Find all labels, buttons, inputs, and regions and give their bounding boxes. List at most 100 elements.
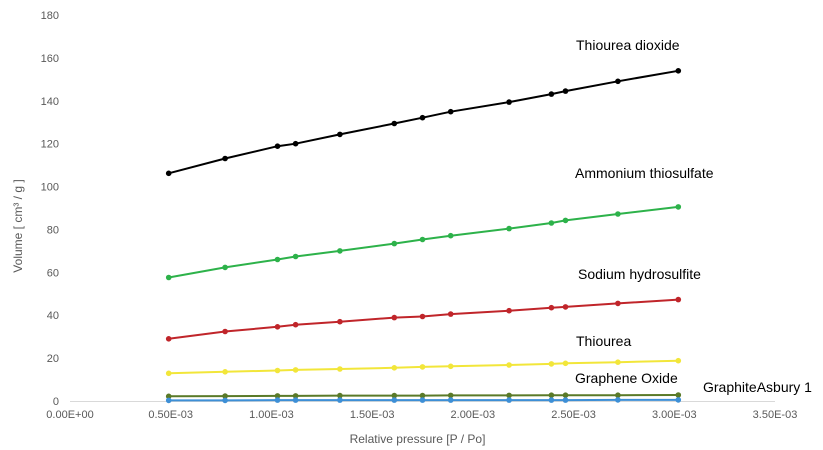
x-tick-label: 2.50E-03	[551, 409, 596, 421]
data-point-thiourea	[165, 370, 172, 377]
data-point-sodium-hydrosulfite	[165, 336, 172, 342]
data-point-sodium-hydrosulfite	[615, 300, 621, 307]
data-point-sodium-hydrosulfite	[337, 318, 343, 325]
data-point-thiourea	[419, 364, 426, 370]
data-point-sodium-hydrosulfite	[675, 296, 682, 303]
data-point-ammonium-thiosulfate	[292, 253, 299, 260]
data-point-graphiteasbury-1	[391, 397, 398, 403]
data-point-thiourea	[337, 366, 343, 372]
x-axis-title: Relative pressure [P / Po]	[350, 432, 486, 446]
data-point-thiourea	[447, 363, 454, 370]
data-point-ammonium-thiosulfate	[419, 236, 426, 243]
series-label-thiourea-dioxide: Thiourea dioxide	[576, 37, 680, 53]
data-point-thiourea	[548, 361, 555, 367]
data-point-sodium-hydrosulfite	[562, 304, 569, 310]
data-point-graphiteasbury-1	[274, 397, 281, 403]
data-point-thiourea	[675, 357, 682, 364]
y-tick-label: 80	[47, 224, 59, 236]
series-ammonium-thiosulfate	[165, 204, 682, 281]
data-point-thiourea	[506, 362, 512, 368]
data-point-graphene-oxide	[447, 392, 454, 399]
data-point-ammonium-thiosulfate	[615, 211, 621, 217]
data-point-graphiteasbury-1	[562, 397, 569, 403]
series-labels: Thiourea dioxide Ammonium thiosulfate Sodi…	[575, 37, 812, 395]
data-point-ammonium-thiosulfate	[548, 220, 555, 226]
data-point-sodium-hydrosulfite	[506, 307, 512, 314]
data-point-ammonium-thiosulfate	[562, 217, 569, 224]
data-point-graphene-oxide	[274, 393, 281, 399]
data-point-graphiteasbury-1	[337, 397, 343, 403]
data-point-thiourea-dioxide	[222, 155, 228, 162]
data-point-graphiteasbury-1	[292, 397, 299, 403]
data-point-graphiteasbury-1	[548, 397, 555, 403]
x-tick-label: 1.50E-03	[350, 409, 395, 421]
series-label-graphene-oxide: Graphene Oxide	[575, 370, 678, 386]
data-point-thiourea	[222, 369, 228, 375]
data-point-thiourea-dioxide	[506, 99, 512, 105]
data-point-graphene-oxide	[615, 392, 621, 399]
data-point-ammonium-thiosulfate	[222, 264, 228, 271]
y-tick-label: 140	[41, 96, 59, 108]
data-point-graphene-oxide	[165, 393, 172, 400]
y-tick-label: 120	[41, 139, 59, 151]
data-point-sodium-hydrosulfite	[391, 314, 398, 321]
data-point-ammonium-thiosulfate	[506, 225, 512, 232]
series-thiourea-dioxide	[165, 68, 682, 177]
x-tick-label: 3.00E-03	[652, 409, 697, 421]
data-point-graphiteasbury-1	[419, 397, 426, 403]
data-point-thiourea-dioxide	[447, 108, 454, 115]
data-point-thiourea-dioxide	[337, 131, 343, 138]
series-sodium-hydrosulfite	[165, 296, 682, 342]
series-label-sodium-hydrosulfite: Sodium hydrosulfite	[578, 266, 701, 282]
data-point-graphiteasbury-1	[675, 397, 682, 403]
data-point-thiourea-dioxide	[562, 88, 569, 94]
series-thiourea	[165, 357, 682, 377]
data-point-graphene-oxide	[222, 393, 228, 399]
data-point-ammonium-thiosulfate	[165, 274, 172, 281]
data-point-thiourea	[274, 367, 281, 374]
data-point-ammonium-thiosulfate	[675, 204, 682, 210]
x-tick-label: 1.00E-03	[249, 409, 294, 421]
series-label-ammonium-thiosulfate: Ammonium thiosulfate	[575, 165, 714, 181]
y-tick-label: 60	[47, 267, 59, 279]
series-graphene-oxide	[165, 392, 682, 400]
data-point-graphene-oxide	[675, 392, 682, 398]
data-point-thiourea-dioxide	[548, 91, 555, 97]
data-point-graphene-oxide	[506, 392, 512, 399]
data-point-thiourea-dioxide	[615, 78, 621, 85]
y-axis-title: Volume [ cm³ / g ]	[11, 179, 25, 272]
x-tick-labels: 0.00E+00 0.50E-03 1.00E-03 1.50E-03 2.00E-03…	[46, 409, 797, 421]
data-point-graphiteasbury-1	[165, 397, 172, 404]
series-graphiteasbury-1	[165, 397, 682, 404]
y-tick-label: 100	[41, 182, 59, 194]
data-point-graphene-oxide	[391, 392, 398, 399]
data-point-graphene-oxide	[419, 392, 426, 399]
data-point-ammonium-thiosulfate	[274, 256, 281, 263]
data-point-thiourea-dioxide	[274, 143, 281, 149]
data-point-thiourea	[292, 367, 299, 373]
data-point-thiourea-dioxide	[165, 170, 172, 177]
data-point-graphiteasbury-1	[506, 397, 512, 403]
data-point-graphene-oxide	[292, 393, 299, 399]
x-tick-label: 2.00E-03	[451, 409, 496, 421]
data-point-thiourea-dioxide	[391, 120, 398, 127]
x-tick-label: 0.00E+00	[46, 409, 93, 421]
y-tick-label: 0	[53, 396, 59, 408]
data-point-ammonium-thiosulfate	[447, 232, 454, 239]
data-point-ammonium-thiosulfate	[337, 248, 343, 254]
series-layer	[165, 68, 682, 404]
y-tick-label: 160	[41, 53, 59, 65]
data-point-sodium-hydrosulfite	[274, 324, 281, 330]
data-point-thiourea-dioxide	[292, 140, 299, 147]
series-label-thiourea: Thiourea	[576, 333, 631, 349]
series-line-thiourea-dioxide	[168, 69, 679, 175]
data-point-sodium-hydrosulfite	[292, 321, 299, 328]
x-tick-label: 3.50E-03	[753, 409, 798, 421]
data-point-graphene-oxide	[562, 392, 569, 399]
data-point-sodium-hydrosulfite	[222, 328, 228, 335]
data-point-thiourea-dioxide	[675, 68, 682, 74]
data-point-ammonium-thiosulfate	[391, 240, 398, 247]
data-point-graphene-oxide	[548, 392, 555, 399]
